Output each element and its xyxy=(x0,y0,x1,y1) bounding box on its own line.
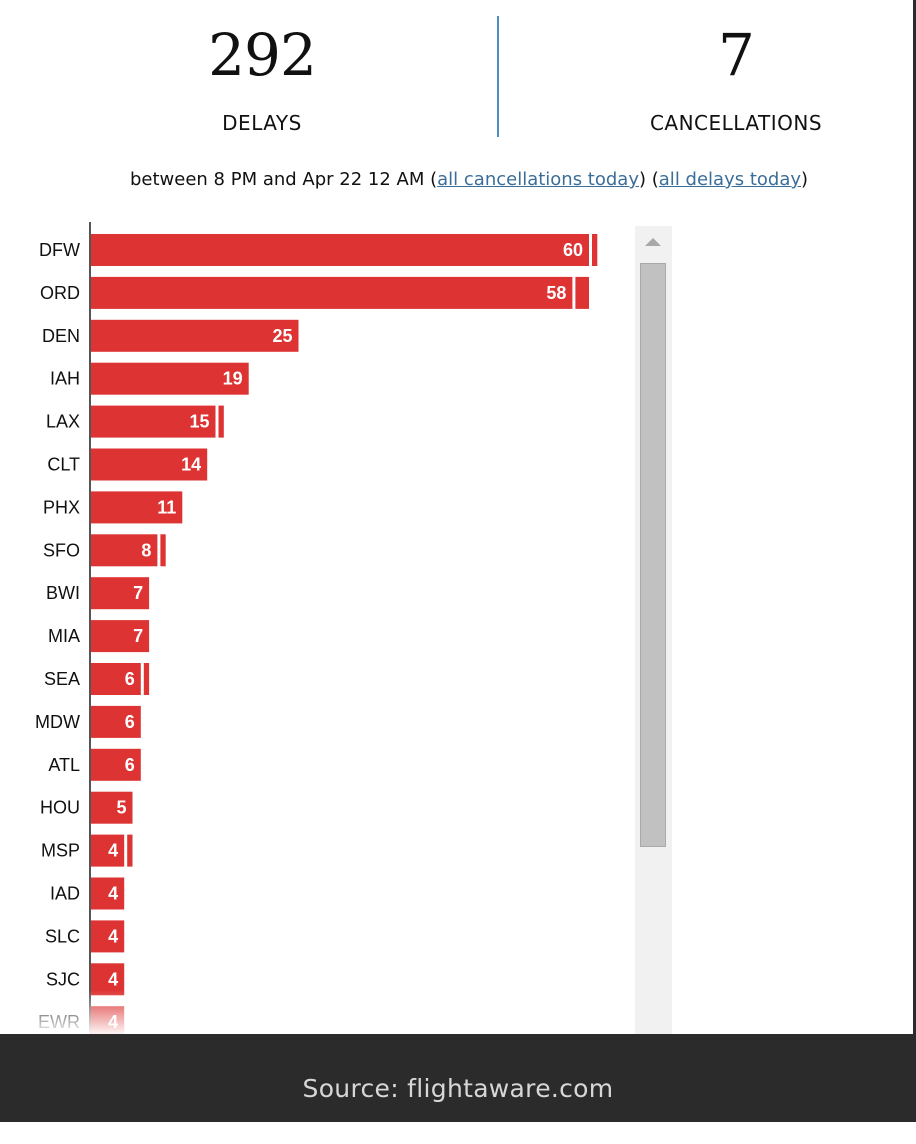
value-label: 25 xyxy=(272,326,292,346)
category-label: LAX xyxy=(46,412,80,432)
value-label: 8 xyxy=(141,540,151,560)
stats-divider xyxy=(497,16,499,137)
cancellations-label: CANCELLATIONS xyxy=(649,111,823,135)
category-label: ATL xyxy=(48,755,80,775)
time-range-text: between 8 PM and Apr 22 12 AM xyxy=(130,169,425,190)
bar xyxy=(91,791,133,824)
category-label: ORD xyxy=(40,283,80,303)
bar xyxy=(91,748,141,781)
bar-extension xyxy=(143,663,150,695)
bar-extension xyxy=(592,234,598,266)
bar xyxy=(91,319,299,352)
bar xyxy=(91,877,125,910)
value-label: 14 xyxy=(181,455,201,475)
value-label: 4 xyxy=(108,884,118,904)
value-label: 4 xyxy=(108,969,118,989)
value-label: 7 xyxy=(133,626,143,646)
category-label: MIA xyxy=(48,626,80,646)
source-text: Source: flightaware.com xyxy=(302,1074,614,1103)
category-label: SLC xyxy=(45,926,80,946)
bar-extension xyxy=(218,405,224,438)
category-label: MSP xyxy=(41,841,80,861)
bar xyxy=(91,405,216,438)
category-label: PHX xyxy=(43,497,80,517)
scrollbar-thumb[interactable] xyxy=(640,263,666,847)
category-label: IAH xyxy=(50,369,80,389)
value-label: 19 xyxy=(223,369,243,389)
scroll-up-arrow-icon[interactable] xyxy=(645,238,661,246)
category-label: DEN xyxy=(42,326,80,346)
delays-by-airport-chart: DFW 60 ORD 58 DEN 25 IAH 19 LAX 15 CLT 14 PHX 11 SFO 8 B… xyxy=(35,222,598,1034)
bar xyxy=(91,577,150,610)
category-label: DFW xyxy=(39,240,80,260)
value-label: 7 xyxy=(133,583,143,603)
bar xyxy=(91,276,573,309)
value-label: 6 xyxy=(125,669,135,689)
value-label: 11 xyxy=(157,497,176,517)
delays-count: 292 xyxy=(208,21,317,89)
bar xyxy=(91,448,208,481)
category-label: SEA xyxy=(44,669,80,689)
value-label: 6 xyxy=(125,712,135,732)
category-label: CLT xyxy=(47,455,80,475)
time-range-line: between 8 PM and Apr 22 12 AM (all cance… xyxy=(130,169,809,190)
value-label: 5 xyxy=(116,798,126,818)
bar xyxy=(91,663,141,695)
value-label: 6 xyxy=(125,755,135,775)
category-label: IAD xyxy=(50,884,80,904)
all-cancellations-link[interactable]: all cancellations today xyxy=(437,169,639,190)
flight-stats-panel: 292 DELAYS 7 CANCELLATIONS between 8 PM … xyxy=(0,16,913,1034)
value-label: 60 xyxy=(563,240,583,260)
list-fade-overlay xyxy=(0,990,913,1034)
bar-extension xyxy=(575,276,589,309)
value-label: 58 xyxy=(546,283,566,303)
value-label: 4 xyxy=(108,841,118,861)
bar xyxy=(91,491,183,524)
bar xyxy=(91,705,141,738)
value-label: 4 xyxy=(108,926,118,946)
bar xyxy=(91,362,249,395)
category-label: SJC xyxy=(46,969,80,989)
bar xyxy=(91,963,125,996)
cancellations-count: 7 xyxy=(718,21,755,89)
value-label: 15 xyxy=(189,412,209,432)
category-label: HOU xyxy=(40,798,80,818)
delays-label: DELAYS xyxy=(222,111,302,135)
category-label: SFO xyxy=(43,540,80,560)
bar xyxy=(91,920,125,953)
bar xyxy=(91,234,589,266)
all-delays-link[interactable]: all delays today xyxy=(658,169,801,190)
panel-edge xyxy=(913,0,916,1034)
category-label: MDW xyxy=(35,712,80,732)
bar-extension xyxy=(127,834,133,867)
bar xyxy=(91,534,158,567)
source-footer: Source: flightaware.com xyxy=(0,1034,916,1122)
bar xyxy=(91,834,125,867)
category-label: BWI xyxy=(46,583,80,603)
bar xyxy=(91,620,150,653)
scrollbar-track[interactable] xyxy=(635,226,672,1034)
bar-extension xyxy=(160,534,166,567)
